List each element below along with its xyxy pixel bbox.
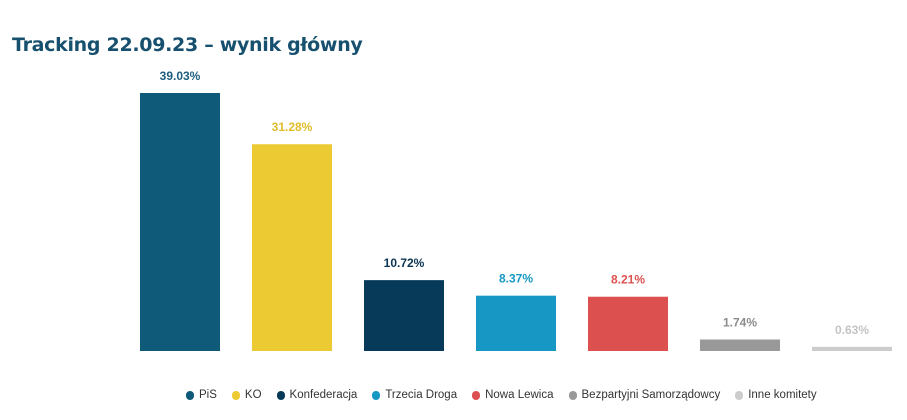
data-label: 31.28%: [272, 120, 313, 134]
legend-item: Bezpartyjni Samorządowcy: [568, 389, 721, 401]
legend-label: KO: [244, 389, 262, 401]
bar-konfederacja: [364, 280, 444, 351]
chart-title: Tracking 22.09.23 – wynik główny: [12, 34, 363, 56]
legend-label: Bezpartyjni Samorządowcy: [581, 389, 721, 401]
data-label: 39.03%: [160, 69, 201, 83]
bar-chart: 39.03% 31.28% 10.72% 8.37% 8.21% 1.74% 0.63%: [140, 69, 892, 351]
bar-trzecia-droga: [476, 295, 556, 351]
legend-swatch: [472, 390, 481, 400]
legend-label: Trzecia Droga: [385, 389, 458, 401]
legend: PiS KO Konfederacja Trzecia Droga Nowa Lewic…: [186, 389, 817, 401]
bar-pis: [140, 93, 220, 351]
legend-item: Konfederacja: [276, 389, 358, 401]
legend-label: PiS: [199, 389, 217, 401]
legend-item: Nowa Lewica: [472, 389, 554, 401]
legend-swatch: [276, 390, 285, 400]
legend-swatch: [186, 390, 194, 400]
legend-swatch: [231, 390, 240, 400]
data-label: 0.63%: [835, 323, 869, 337]
data-label: 1.74%: [723, 315, 757, 329]
legend-swatch: [568, 390, 577, 400]
bar-nowa-lewica: [588, 296, 668, 351]
legend-swatch: [735, 390, 744, 400]
data-label: 8.21%: [611, 273, 645, 287]
legend-label: Konfederacja: [289, 389, 358, 401]
legend-label: Inne komitety: [748, 389, 817, 401]
legend-label: Nowa Lewica: [485, 389, 554, 401]
bar-bezpartyjni-samorządowcy: [700, 339, 780, 351]
data-label: 8.37%: [499, 272, 533, 286]
data-label: 10.72%: [384, 256, 425, 270]
bar-ko: [252, 144, 332, 351]
legend-item: PiS: [186, 389, 217, 401]
legend-item: KO: [231, 389, 262, 401]
legend-swatch: [372, 390, 381, 400]
legend-item: Trzecia Droga: [372, 389, 457, 401]
bar-inne-komitety: [812, 346, 892, 351]
legend-item: Inne komitety: [735, 389, 817, 401]
